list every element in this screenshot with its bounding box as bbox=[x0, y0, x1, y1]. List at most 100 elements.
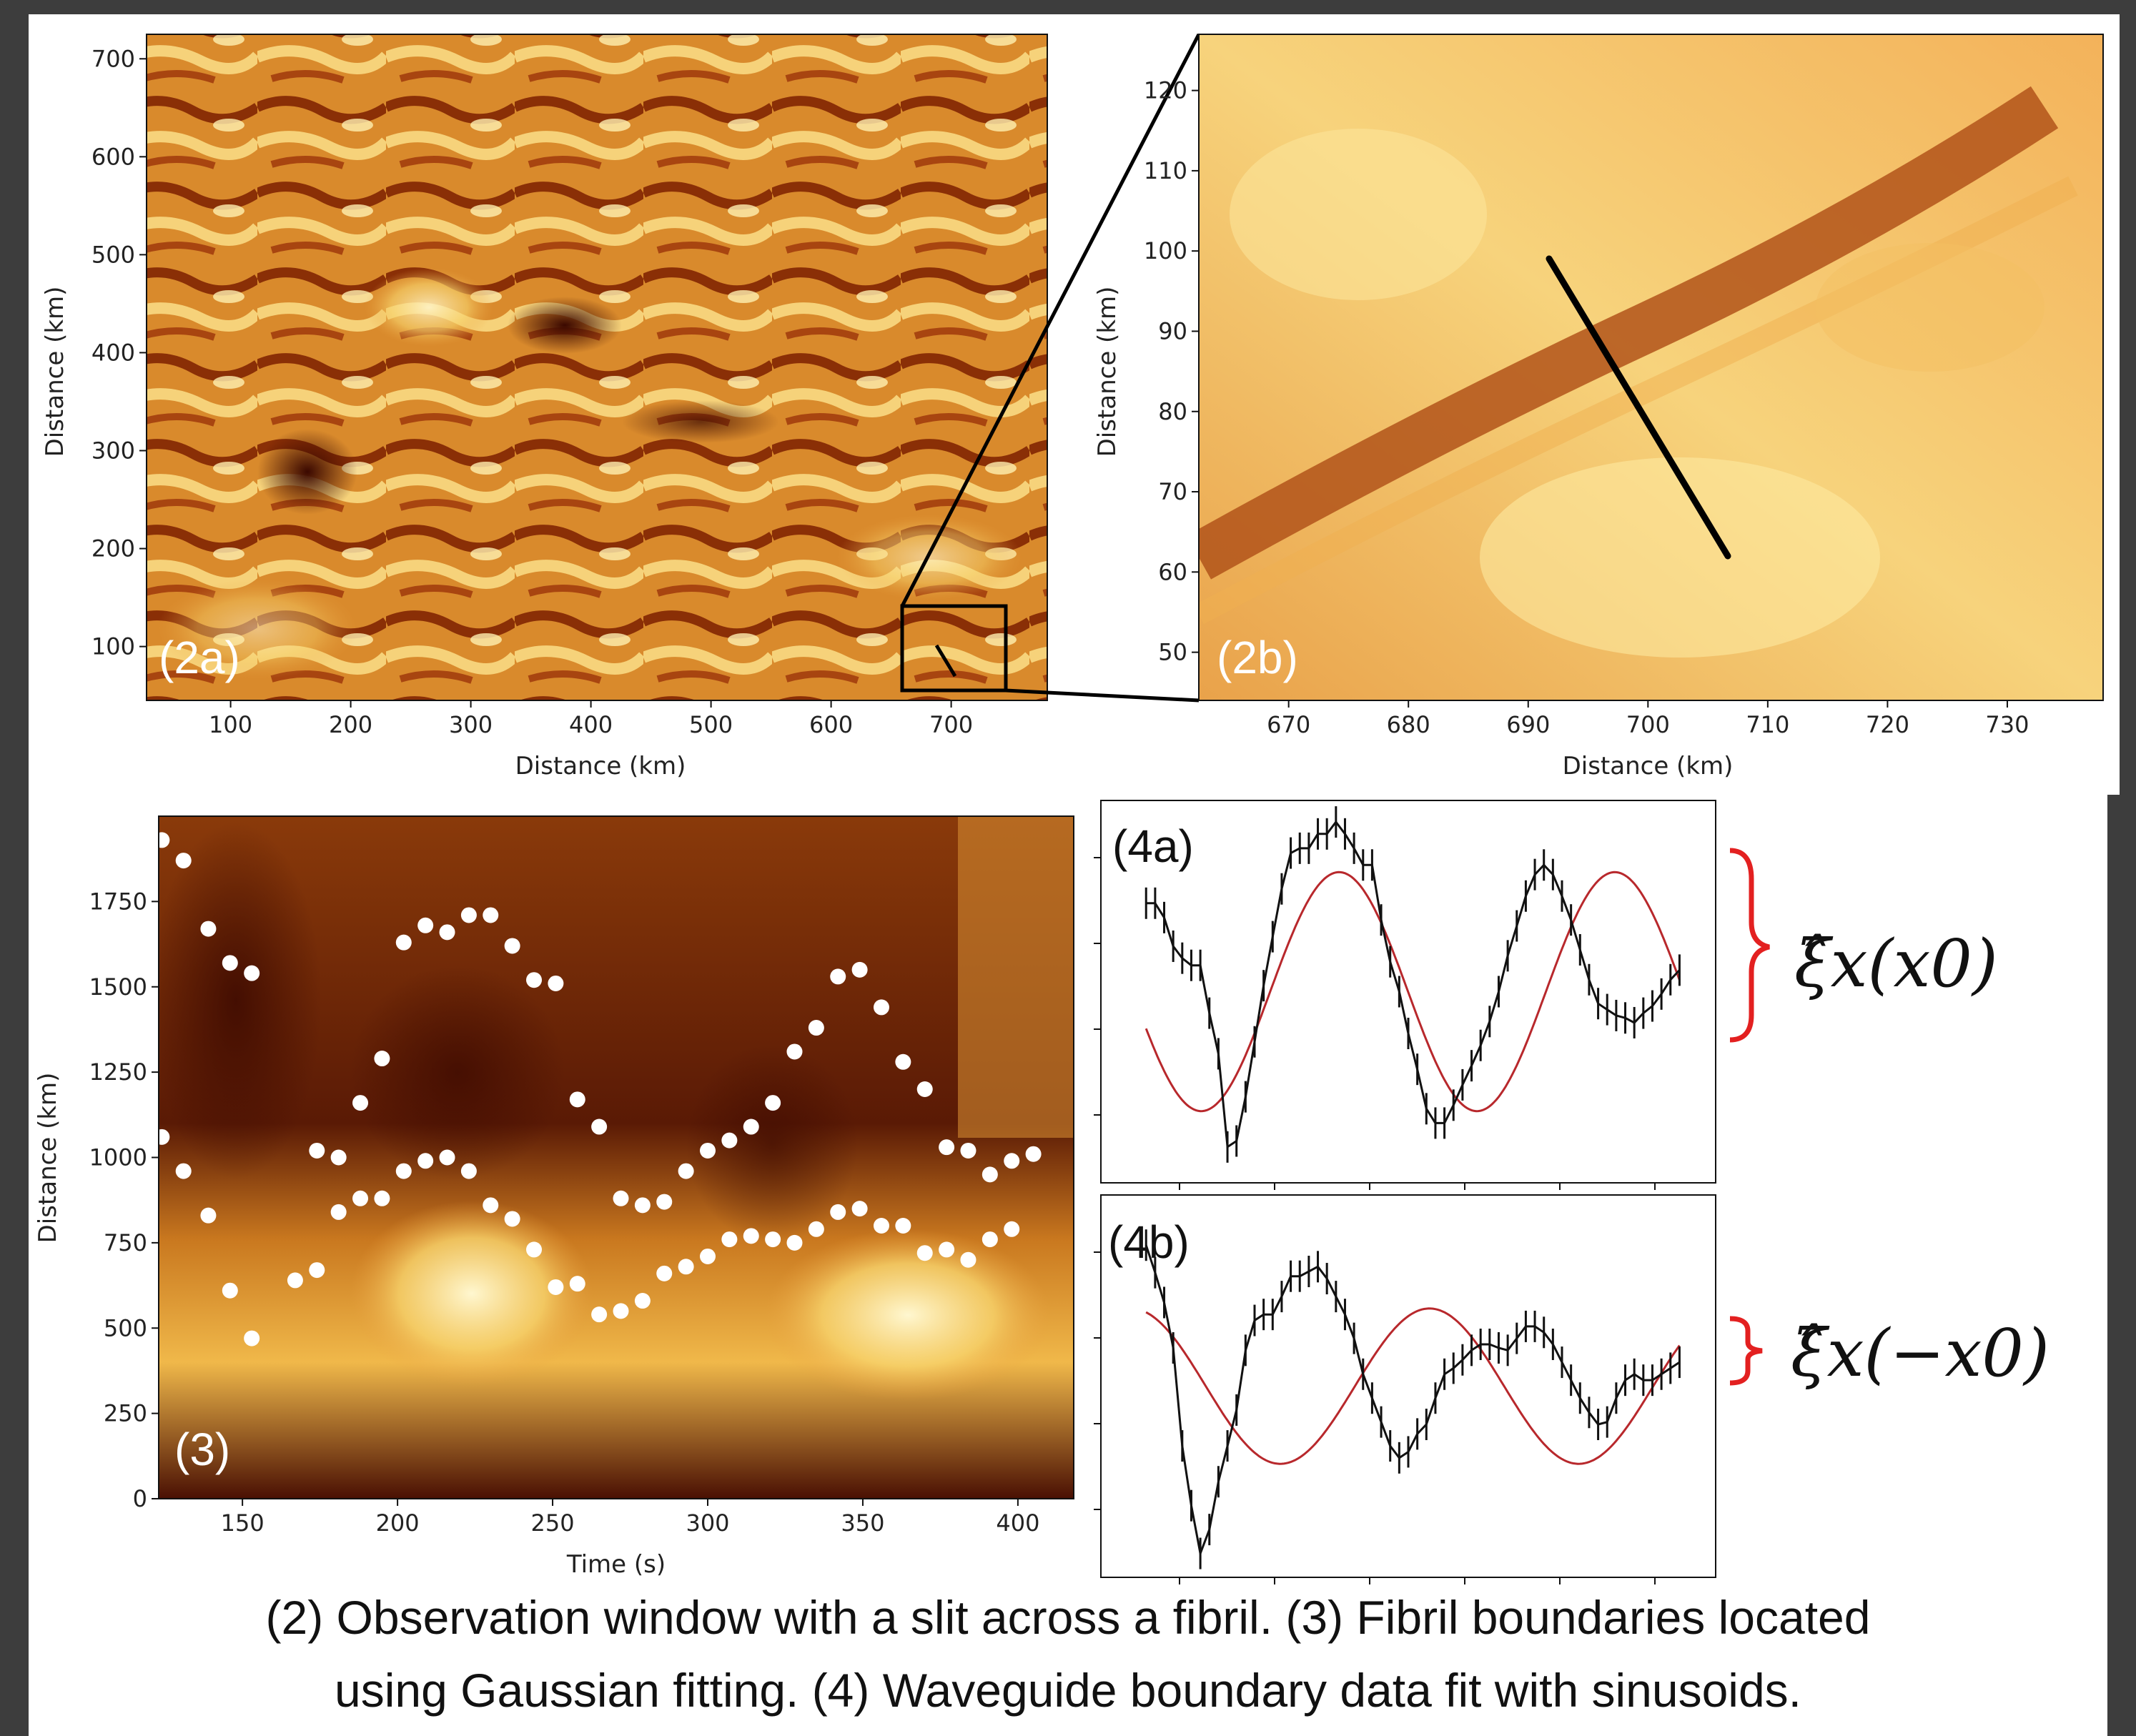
upper-boundary-point bbox=[460, 907, 477, 923]
panel-4b: (4b) bbox=[1094, 1194, 1716, 1584]
upper-boundary-point bbox=[1004, 1153, 1020, 1169]
panel-3-label: (3) bbox=[174, 1424, 230, 1475]
lower-boundary-point bbox=[591, 1306, 608, 1323]
upper-boundary-point bbox=[374, 1051, 390, 1067]
panel-4b-frame bbox=[1100, 1194, 1716, 1578]
lower-boundary-point bbox=[222, 1282, 238, 1299]
caption-background bbox=[29, 1581, 2107, 1736]
brace-4a bbox=[1729, 848, 1770, 1043]
lower-boundary-point bbox=[526, 1241, 543, 1258]
upper-boundary-point bbox=[569, 1091, 585, 1108]
upper-boundary-point bbox=[154, 832, 170, 848]
upper-boundary-point bbox=[504, 938, 520, 954]
zoom-connector-top bbox=[900, 33, 1201, 607]
caption-line-1: (2) Observation window with a slit acros… bbox=[265, 1591, 1871, 1644]
lower-boundary-point bbox=[439, 1149, 455, 1166]
lower-boundary-point bbox=[916, 1245, 933, 1261]
panel-2b: 50 60 70 80 90 100 110 120 670 680 690 700 710 720 73… bbox=[1093, 34, 2104, 780]
panel-4b-label: (4b) bbox=[1108, 1216, 1190, 1268]
p2a-ytick-label: 400 bbox=[92, 339, 135, 366]
p2a-ytick-label: 300 bbox=[92, 437, 135, 465]
slit-line bbox=[1546, 255, 1731, 560]
upper-boundary-point bbox=[916, 1081, 933, 1097]
panel-3-y-ticks: 0 250 500 750 1000 1250 1500 1750 bbox=[89, 888, 159, 1512]
p3-ytick-label: 1250 bbox=[89, 1058, 147, 1086]
panel-4a-sinusoid-fit bbox=[1144, 871, 1681, 1113]
lower-boundary-point bbox=[960, 1251, 976, 1268]
upper-boundary-point bbox=[395, 934, 412, 951]
upper-boundary-point bbox=[330, 1149, 347, 1166]
panel-2a-y-label: Distance (km) bbox=[41, 287, 69, 457]
fibril-dark-band bbox=[1199, 86, 2059, 580]
upper-boundary-point bbox=[526, 972, 543, 988]
panel-2a-x-label: Distance (km) bbox=[515, 752, 686, 780]
annotation-4b: ξ̂x(−x0) bbox=[1791, 1315, 2050, 1392]
panel-2b-y-label: Distance (km) bbox=[1093, 287, 1122, 457]
upper-boundary-point bbox=[765, 1095, 781, 1111]
lower-boundary-point bbox=[244, 1330, 260, 1346]
panel-4b-error-bars bbox=[1144, 1229, 1681, 1569]
slit-marker-small bbox=[934, 644, 957, 678]
lower-boundary-point bbox=[1004, 1221, 1020, 1237]
lower-boundary-point bbox=[939, 1241, 955, 1258]
p3-xtick-label: 400 bbox=[996, 1509, 1039, 1537]
upper-boundary-point bbox=[678, 1163, 694, 1179]
panel-3: 0 250 500 750 1000 1250 1500 1750 150 200 250 300 3… bbox=[34, 815, 1074, 1579]
p2b-ytick-label: 80 bbox=[1158, 398, 1187, 425]
panel-2b-y-ticks: 50 60 70 80 90 100 110 120 bbox=[1144, 77, 1199, 666]
boundary-points bbox=[154, 832, 1042, 1346]
lower-boundary-point bbox=[330, 1204, 347, 1220]
upper-boundary-point bbox=[960, 1142, 976, 1159]
figure-caption: (2) Observation window with a slit acros… bbox=[29, 1581, 2107, 1727]
bright-region-right bbox=[765, 1229, 1051, 1401]
upper-boundary-point bbox=[939, 1139, 955, 1156]
upper-boundary-point bbox=[830, 968, 846, 985]
p3-ytick-label: 1000 bbox=[89, 1144, 147, 1171]
lower-boundary-point bbox=[895, 1218, 911, 1234]
panel-4a-error-bars bbox=[1144, 806, 1681, 1163]
upper-boundary-point bbox=[743, 1119, 759, 1135]
lower-boundary-point bbox=[851, 1201, 868, 1217]
p3-ytick-label: 750 bbox=[104, 1229, 147, 1256]
lower-boundary-point bbox=[786, 1234, 803, 1251]
p2a-ytick-label: 700 bbox=[92, 45, 135, 72]
upper-boundary-point bbox=[483, 907, 499, 923]
p3-xtick-label: 200 bbox=[376, 1509, 420, 1537]
annotation-4a: ξ̂x(x0) bbox=[1794, 926, 1998, 1002]
lower-boundary-point bbox=[175, 1163, 192, 1179]
upper-boundary-point bbox=[982, 1166, 998, 1183]
panel-4a-label: (4a) bbox=[1112, 820, 1194, 872]
panel-2b-x-ticks: 670 680 690 700 710 720 730 bbox=[1267, 700, 2029, 738]
lower-boundary-point bbox=[873, 1218, 889, 1234]
lower-boundary-point bbox=[656, 1265, 673, 1281]
p2b-xtick-label: 730 bbox=[1985, 711, 2029, 738]
upper-boundary-point bbox=[634, 1197, 651, 1214]
lower-boundary-point bbox=[808, 1221, 824, 1237]
brace-4b bbox=[1729, 1316, 1763, 1386]
upper-boundary-point bbox=[1025, 1146, 1042, 1162]
lower-boundary-point bbox=[417, 1153, 434, 1169]
lower-boundary-point bbox=[154, 1129, 170, 1145]
p2a-xtick-label: 100 bbox=[209, 711, 252, 738]
lower-boundary-point bbox=[352, 1190, 369, 1206]
upper-boundary-point bbox=[548, 975, 564, 991]
upper-boundary-point bbox=[244, 965, 260, 981]
p2a-xtick-label: 400 bbox=[569, 711, 613, 738]
p2a-ytick-label: 500 bbox=[92, 241, 135, 268]
upper-boundary-point bbox=[700, 1142, 716, 1159]
panel-4b-ticks bbox=[1094, 1251, 1656, 1584]
p3-ytick-label: 250 bbox=[104, 1400, 147, 1427]
upper-boundary-point bbox=[895, 1053, 911, 1070]
lower-boundary-point bbox=[395, 1163, 412, 1179]
upper-boundary-point bbox=[200, 921, 217, 937]
upper-boundary-point bbox=[873, 999, 889, 1016]
p2a-xtick-label: 500 bbox=[689, 711, 733, 738]
upper-boundary-point bbox=[222, 955, 238, 971]
panel-2a: 100 200 300 400 500 600 700 100 200 300 400 500 600… bbox=[41, 34, 1048, 780]
p2b-ytick-label: 110 bbox=[1144, 157, 1187, 184]
p2b-ytick-label: 100 bbox=[1144, 237, 1187, 264]
lower-boundary-point bbox=[309, 1262, 325, 1279]
lower-boundary-point bbox=[634, 1293, 651, 1309]
p2a-xtick-label: 200 bbox=[329, 711, 372, 738]
